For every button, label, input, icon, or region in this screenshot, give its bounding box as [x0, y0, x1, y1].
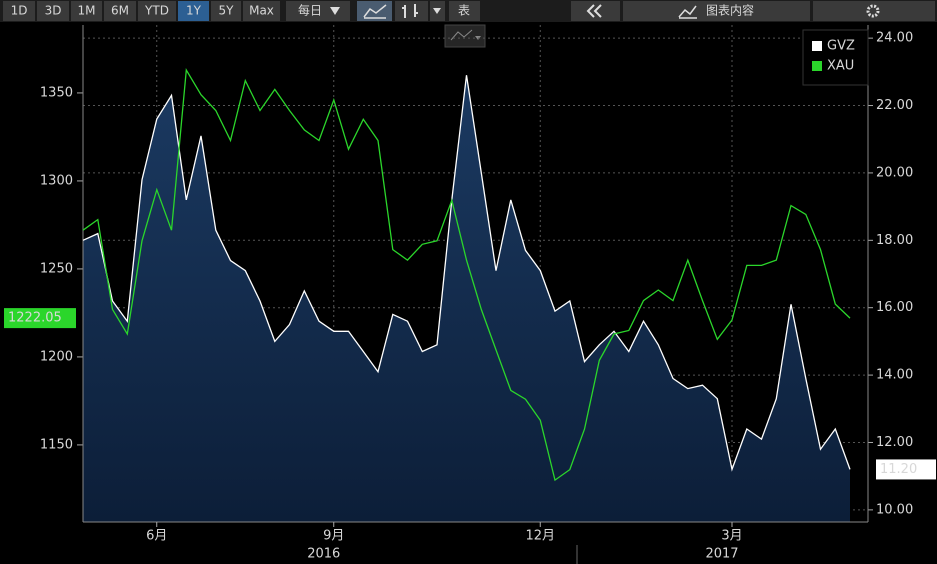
x-tick-label: 3月: [721, 529, 742, 544]
range-label: 1D: [11, 4, 28, 18]
range-label: 5Y: [219, 4, 235, 18]
chart-contents-icon: [678, 5, 697, 19]
range-label: YTD: [144, 4, 169, 18]
legend-swatch: [812, 41, 822, 51]
y2-tick-label: 20.00: [876, 165, 913, 180]
y-tick-label: 1300: [40, 173, 73, 188]
legend-swatch: [812, 61, 822, 71]
chart-contents-label: 图表内容: [706, 3, 754, 18]
area: [83, 75, 850, 522]
x-group-label: 2016: [307, 547, 340, 562]
y2-tick-label: 22.00: [876, 98, 913, 113]
range-button[interactable]: [178, 1, 209, 21]
last-value-label: 11.20: [880, 462, 917, 477]
dropdown-icon: [433, 8, 441, 14]
legend-label: GVZ: [827, 39, 855, 54]
legend-label: XAU: [827, 59, 854, 74]
y2-tick-label: 16.00: [876, 300, 913, 315]
dropdown-icon: [330, 7, 340, 15]
last-value-label: 1222.05: [8, 311, 62, 326]
chart-contents-button[interactable]: [623, 1, 810, 21]
x-tick-label: 12月: [525, 529, 555, 544]
last-value-badge: [876, 459, 936, 480]
y-tick-label: 1200: [40, 349, 73, 364]
y-tick-label: 1150: [40, 437, 73, 452]
candle-button[interactable]: [395, 1, 428, 21]
x-tick-label: 6月: [146, 529, 167, 544]
range-button[interactable]: [211, 1, 241, 21]
range-button[interactable]: [37, 1, 69, 21]
range-button[interactable]: [243, 1, 280, 21]
range-label: 6M: [111, 4, 129, 18]
range-button[interactable]: [71, 1, 102, 21]
range-label: 1Y: [186, 4, 202, 18]
last-value-badge: [4, 308, 76, 329]
range-button[interactable]: [3, 1, 35, 21]
x-group-label: 2017: [705, 547, 738, 562]
frequency-label: 每日: [298, 3, 322, 18]
y2-tick-label: 24.00: [876, 31, 913, 46]
plot-area: [83, 25, 868, 522]
collapse-icon: [586, 4, 602, 18]
range-label: 1M: [78, 4, 96, 18]
candle-icon: [402, 4, 418, 18]
range-button[interactable]: [138, 1, 176, 21]
range-label: 3D: [45, 4, 62, 18]
line: [82, 68, 851, 482]
line-chart-button[interactable]: [357, 1, 392, 21]
legend: [802, 29, 869, 86]
y2-tick-label: 12.00: [876, 435, 913, 450]
toolbar-buttons: 每日 表 图表内容 1D 3D 1M 6M YTD 1Y 5Y Max: [3, 1, 935, 21]
range-label: Max: [249, 4, 274, 18]
chart-type-icon: [450, 29, 473, 41]
table-label: 表: [458, 4, 470, 18]
settings-button[interactable]: [813, 1, 935, 21]
table-button[interactable]: [449, 1, 480, 21]
range-button[interactable]: [104, 1, 136, 21]
y2-tick-label: 14.00: [876, 368, 913, 383]
line-chart-icon: [363, 4, 387, 19]
line: [82, 75, 851, 472]
y2-tick-label: 10.00: [876, 502, 913, 517]
frequency-button[interactable]: [286, 1, 350, 21]
y-tick-label: 1350: [40, 85, 73, 100]
y2-tick-label: 18.00: [876, 233, 913, 248]
settings-icon: [866, 4, 880, 18]
x-tick-label: 9月: [323, 529, 344, 544]
y-tick-label: 1250: [40, 261, 73, 276]
